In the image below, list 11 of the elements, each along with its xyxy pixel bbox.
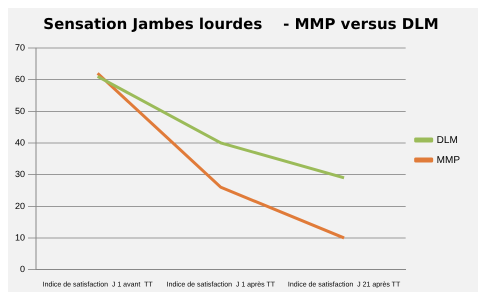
y-tick-label: 70 bbox=[14, 42, 26, 52]
y-tick-label: 40 bbox=[14, 137, 26, 148]
y-tick-label: 50 bbox=[14, 106, 26, 116]
legend-label: MMP bbox=[436, 154, 460, 166]
y-tick-label: 20 bbox=[14, 200, 26, 211]
y-tick-label: 30 bbox=[14, 169, 26, 180]
y-tick-label: 0 bbox=[20, 264, 26, 274]
chart-title: Sensation Jambes lourdes - MMP versus DLM bbox=[43, 14, 439, 33]
y-tick-label: 60 bbox=[14, 74, 26, 84]
y-tick-label: 10 bbox=[14, 232, 26, 242]
legend-label: DLM bbox=[436, 134, 458, 146]
